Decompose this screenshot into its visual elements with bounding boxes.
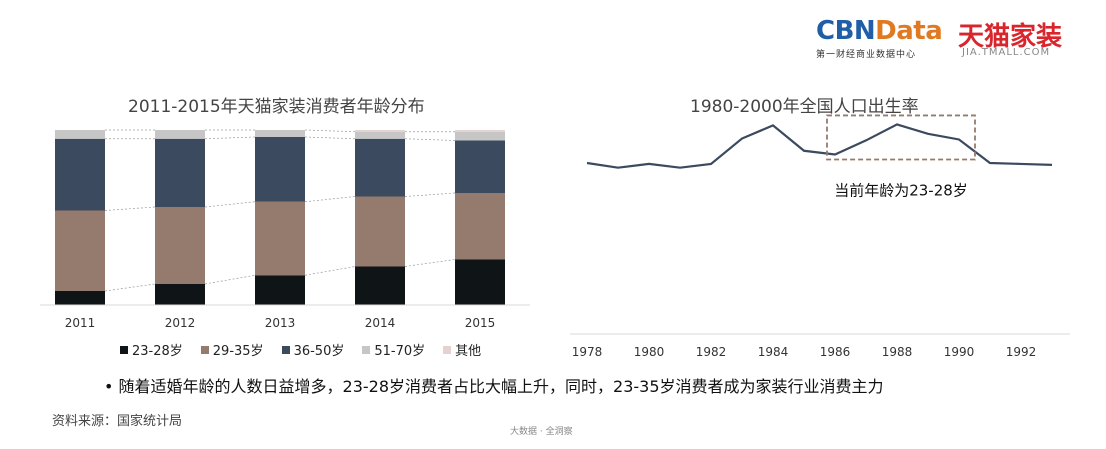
cbndata-logo-subtitle: 第一财经商业数据中心	[816, 50, 917, 60]
bar-segment-2015-23-28岁	[455, 259, 505, 305]
x-tick-label: 2013	[265, 316, 296, 330]
bar-segment-2014-23-28岁	[355, 266, 405, 305]
cbndata-logo: CBNData	[816, 16, 943, 46]
series-connector-line	[404, 192, 456, 197]
bar-segment-2015-51-70岁	[455, 131, 505, 141]
legend-item: 36-50岁	[281, 340, 345, 359]
legend-label: 29-35岁	[212, 344, 264, 359]
x-tick-label: 2014	[365, 316, 396, 330]
tmall-home-logo-url: JIA.TMALL.COM	[962, 47, 1051, 58]
legend-item: 其他	[443, 340, 481, 359]
series-connector-line	[204, 136, 256, 140]
series-connector-line	[404, 259, 456, 267]
legend-swatch	[120, 345, 128, 354]
chart-legend: 23-28岁 29-35岁 36-50岁 51-70岁 其他	[120, 340, 481, 359]
legend-item: 23-28岁	[120, 340, 183, 359]
bar-segment-2014-36-50岁	[355, 138, 405, 197]
legend-swatch	[443, 345, 452, 354]
legend-label: 23-28岁	[132, 344, 183, 359]
bar-segment-2015-其他	[455, 130, 505, 132]
bar-segment-2011-23-28岁	[55, 291, 105, 305]
x-tick-label: 1978	[572, 345, 603, 359]
series-connector-line	[204, 201, 256, 208]
bar-segment-2011-36-50岁	[55, 138, 105, 211]
bar-segment-2012-51-70岁	[155, 130, 205, 139]
chart-title: 2011-2015年天猫家装消费者年龄分布	[128, 97, 425, 117]
x-tick-label: 1982	[696, 345, 727, 359]
bar-segment-2013-23-28岁	[255, 275, 305, 305]
legend-label: 36-50岁	[293, 344, 345, 359]
series-connector-line	[104, 283, 156, 292]
bar-segment-2013-36-50岁	[255, 137, 305, 202]
legend-item: 51-70岁	[362, 340, 425, 359]
chart-title: 1980-2000年全国人口出生率	[690, 97, 919, 117]
tmall-home-logo: 天猫家装	[958, 22, 1063, 52]
series-connector-line	[104, 206, 156, 211]
x-tick-label: 1990	[944, 345, 975, 359]
bar-segment-2015-36-50岁	[455, 140, 505, 193]
legend-swatch	[281, 345, 290, 354]
series-connector-line	[304, 136, 356, 140]
age-distribution-chart: 2011-2015年天猫家装消费者年龄分布 2011 2012 2013 2014 20…	[40, 80, 540, 365]
x-tick-label: 1980	[634, 345, 665, 359]
line-chart-canvas: 1978 1980 1982 1984 1986 1988 1990 1992 当前年龄为23-…	[570, 114, 1070, 359]
series-connector-line	[304, 196, 356, 203]
bar-chart-canvas: 2011 2012 2013 2014 2015	[40, 129, 530, 330]
bar-segment-2012-29-35岁	[155, 207, 205, 284]
bar-segment-2013-51-70岁	[255, 130, 305, 137]
x-tick-label: 2011	[65, 316, 96, 330]
x-tick-label: 1984	[758, 345, 789, 359]
series-connector-line	[304, 266, 356, 276]
bar-segment-2012-23-28岁	[155, 284, 205, 305]
x-tick-label: 2015	[465, 316, 496, 330]
x-tick-label: 1986	[820, 345, 851, 359]
bar-segment-2011-29-35岁	[55, 210, 105, 291]
brand-logos: CBNData 第一财经商业数据中心 天猫家装 JIA.TMALL.COM	[808, 14, 1068, 64]
bar-segment-2011-51-70岁	[55, 130, 105, 139]
annotation-label: 当前年龄为23-28岁	[834, 182, 968, 200]
legend-item: 29-35岁	[200, 340, 264, 359]
bar-segment-2014-51-70岁	[355, 131, 405, 139]
birth-rate-series-line	[586, 123, 1053, 169]
legend-swatch	[362, 345, 371, 354]
summary-text: 随着适婚年龄的人数日益增多，23-28岁消费者占比大幅上升，同时，23-35岁消…	[118, 377, 884, 396]
birth-rate-chart: 1980-2000年全国人口出生率 1978 1980 1982 1984 1986 19…	[560, 80, 1080, 365]
legend-label: 其他	[455, 344, 482, 359]
series-connector-line	[404, 138, 456, 141]
legend-swatch	[200, 345, 209, 354]
bar-segment-2012-36-50岁	[155, 138, 205, 207]
x-tick-label: 1992	[1006, 345, 1037, 359]
bar-segment-2015-29-35岁	[455, 193, 505, 260]
bar-segment-2014-其他	[355, 130, 405, 132]
bullet-symbol: •	[104, 377, 114, 396]
annotation-box	[826, 114, 976, 161]
series-connector-line	[204, 274, 256, 285]
x-tick-label: 2012	[165, 316, 196, 330]
bar-segment-2014-29-35岁	[355, 196, 405, 267]
bar-segment-2013-29-35岁	[255, 201, 305, 276]
legend-label: 51-70岁	[374, 344, 426, 359]
x-tick-label: 1988	[882, 345, 913, 359]
data-source: 资料来源：国家统计局	[52, 414, 183, 429]
summary-bullet: • 随着适婚年龄的人数日益增多，23-28岁消费者占比大幅上升，同时，23-35…	[104, 373, 884, 397]
footer-slogan: 大数据 · 全洞察	[510, 427, 573, 437]
series-connector-line	[304, 129, 356, 133]
